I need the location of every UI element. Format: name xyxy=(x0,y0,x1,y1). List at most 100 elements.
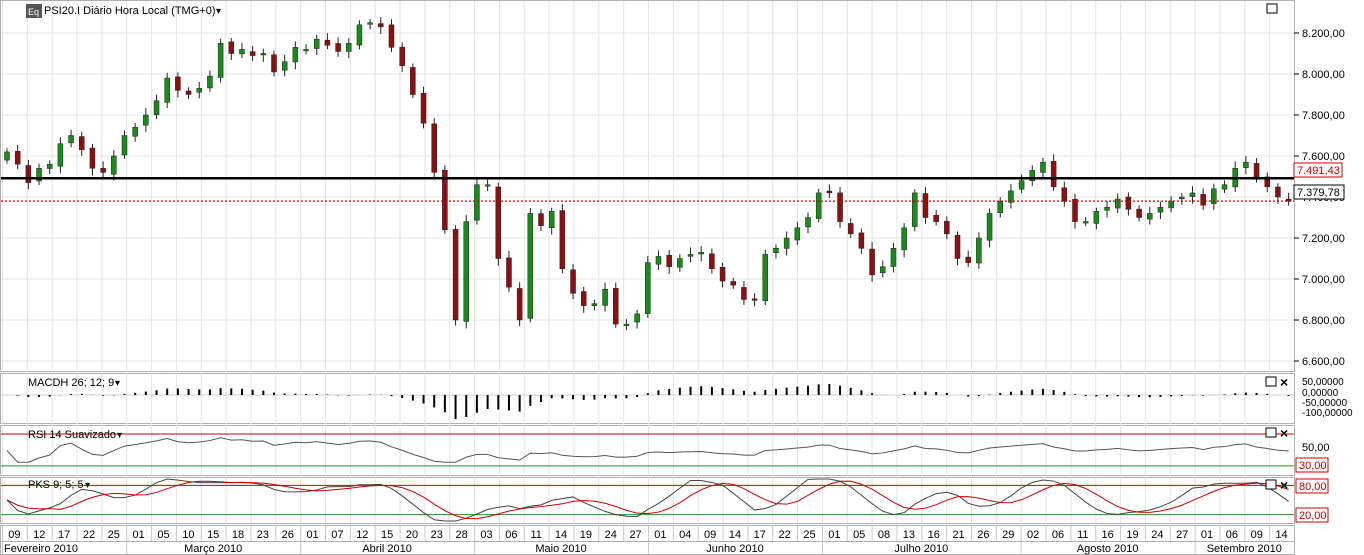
main-title-dropdown-icon[interactable]: ▾ xyxy=(216,6,221,17)
day-tick-label: 12 xyxy=(33,529,45,541)
rsi-threshold-label: 30,00 xyxy=(1299,460,1327,472)
macd-dropdown-icon[interactable]: ▾ xyxy=(115,378,120,389)
current-price-label: 7.379,78 xyxy=(1297,187,1340,199)
day-tick-label: 26 xyxy=(977,529,989,541)
rsi-close-icon[interactable]: × xyxy=(1280,425,1288,441)
day-tick-label: 22 xyxy=(83,529,95,541)
candle-body xyxy=(1136,208,1142,218)
macd-title[interactable]: MACDH 26; 12; 9 xyxy=(28,377,114,389)
candle-body xyxy=(794,227,801,241)
day-tick-label: 09 xyxy=(704,529,716,541)
pks-panel-frame xyxy=(0,477,1295,524)
mark-layer xyxy=(1,17,1294,522)
macd-label-1: 0,00000 xyxy=(1302,388,1339,399)
day-tick-label: 15 xyxy=(207,529,219,541)
candle-body xyxy=(89,147,96,169)
pks-dropdown-icon[interactable]: ▾ xyxy=(85,480,90,491)
day-tick-label: 14 xyxy=(729,529,741,541)
candle-body xyxy=(570,269,576,294)
candle-body xyxy=(858,232,865,249)
candle-body xyxy=(944,220,950,235)
black-line-label-box xyxy=(1293,162,1343,178)
black-line-label: 7.491,43 xyxy=(1297,165,1340,177)
candle-body xyxy=(1018,180,1025,190)
text-layer: 09 12 17 22 25 01 05 10 15 18 23 26 01 07 12 15 20 23 28 03… xyxy=(4,28,1345,555)
month-label: Junho 2010 xyxy=(706,543,764,555)
day-tick-label: 19 xyxy=(1126,529,1138,541)
candle-body xyxy=(100,168,106,173)
day-tick-label: 24 xyxy=(1151,529,1163,541)
candle-body xyxy=(1072,199,1078,222)
day-tick-label: 01 xyxy=(654,529,666,541)
day-tick-label: 04 xyxy=(679,529,691,541)
candle-body xyxy=(346,43,352,52)
day-tick-label: 09 xyxy=(1251,529,1263,541)
rsi-title[interactable]: RSI 14 Suavizado xyxy=(28,429,116,441)
pks-maximize-icon[interactable] xyxy=(1265,479,1277,490)
month-label: Agosto 2010 xyxy=(1077,543,1139,555)
candle-body xyxy=(1050,161,1057,188)
candle-body xyxy=(1285,198,1292,202)
rsi-label-50: 50,00 xyxy=(1302,442,1330,454)
app-icon xyxy=(26,4,42,18)
candle-body xyxy=(420,93,427,124)
candle-body xyxy=(1221,184,1228,190)
candle-body xyxy=(901,227,907,251)
candle-body xyxy=(399,46,405,67)
candle-body xyxy=(1104,207,1110,211)
candle-body xyxy=(431,123,437,173)
day-tick-label: 16 xyxy=(1102,529,1114,541)
price-tick-label: 7.600,00 xyxy=(1302,151,1345,163)
candle-body xyxy=(14,151,21,165)
day-tick-label: 25 xyxy=(803,529,815,541)
candle-body xyxy=(783,237,790,249)
day-tick-label: 06 xyxy=(1226,529,1238,541)
main-maximize-icon[interactable] xyxy=(1266,3,1278,14)
rsi-threshold-box xyxy=(1295,457,1329,473)
candle-body xyxy=(954,235,961,259)
candle-body xyxy=(217,43,224,78)
candle-body xyxy=(762,254,769,301)
rsi-dropdown-icon[interactable]: ▾ xyxy=(117,430,122,441)
candle-body xyxy=(548,211,555,229)
candle-body xyxy=(709,253,715,270)
pks-title[interactable]: PKS 9; 5; 5 xyxy=(28,479,84,491)
rsi-maximize-icon[interactable] xyxy=(1265,427,1277,438)
candle-body xyxy=(36,168,42,182)
candle-body xyxy=(474,184,480,221)
day-tick-label: 11 xyxy=(1077,529,1088,541)
day-tick-label: 01 xyxy=(306,529,318,541)
candle-body xyxy=(1200,194,1206,206)
candle-body xyxy=(815,192,822,219)
candle-body xyxy=(249,51,256,56)
day-tick-label: 08 xyxy=(878,529,890,541)
candle-body xyxy=(741,287,747,300)
candle-body xyxy=(185,90,192,95)
candle-body xyxy=(335,43,341,52)
candle-body xyxy=(580,291,587,306)
day-tick-label: 20 xyxy=(406,529,418,541)
day-tick-label: 26 xyxy=(282,529,294,541)
candle-body xyxy=(773,248,779,254)
price-tick-label: 7.000,00 xyxy=(1302,274,1345,286)
candle-body xyxy=(613,287,619,325)
price-tick-label: 6.800,00 xyxy=(1302,315,1345,327)
macd-panel-frame xyxy=(0,373,1295,424)
candle-body xyxy=(826,190,833,194)
candle-body xyxy=(442,169,448,231)
candle-body xyxy=(260,53,267,56)
macd-maximize-icon[interactable] xyxy=(1265,376,1277,387)
day-tick-label: 22 xyxy=(779,529,791,541)
candle-body xyxy=(986,213,993,241)
main-chart-title[interactable]: PSI20.I Diário Hora Local (TMG+0) xyxy=(44,5,215,17)
macd-close-icon[interactable]: × xyxy=(1280,374,1288,390)
candle-body xyxy=(132,127,138,137)
candle-body xyxy=(922,193,929,218)
candle-body xyxy=(997,200,1003,214)
candle-body xyxy=(1243,161,1249,168)
day-tick-label: 11 xyxy=(530,529,541,541)
candle-body xyxy=(153,100,160,116)
pks-close-icon[interactable]: × xyxy=(1280,477,1288,493)
day-tick-label: 28 xyxy=(456,529,468,541)
